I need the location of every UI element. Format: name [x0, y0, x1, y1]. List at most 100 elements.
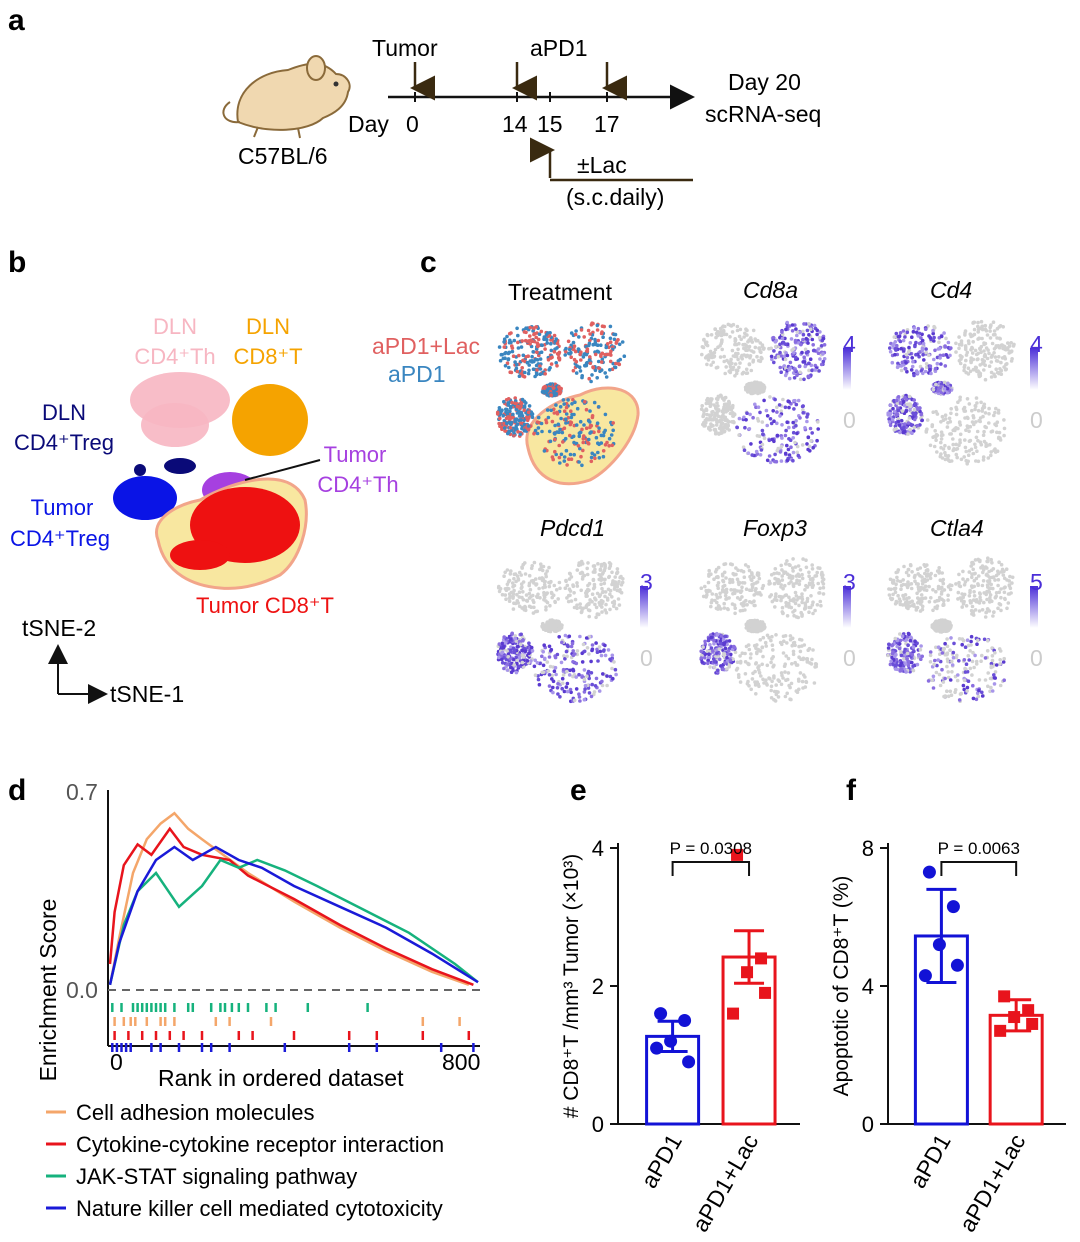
- colorbar-min: 0: [640, 645, 653, 671]
- colorbar-min: 0: [1030, 645, 1043, 671]
- data-point: [998, 990, 1011, 1003]
- panel-letter-a: a: [8, 4, 25, 37]
- panel-letter-c: c: [420, 246, 437, 279]
- panel-a: a C57BL/6 Tumor aPD1 Day 0 14 15 17 Day …: [8, 4, 821, 210]
- p-value: P = 0.0063: [938, 839, 1020, 858]
- day-label: Day: [348, 111, 389, 137]
- legend-entry: JAK-STAT signaling pathway: [76, 1164, 357, 1189]
- tum-th-pointer: [244, 459, 321, 481]
- colorbar-max: 5: [1030, 569, 1043, 595]
- x-category-label: aPD1+Lac: [687, 1130, 764, 1237]
- legend-entry: Cell adhesion molecules: [76, 1100, 314, 1125]
- gene-title: Cd4: [930, 277, 972, 303]
- data-point: [1008, 1011, 1021, 1024]
- y-tick-label: 4: [862, 974, 874, 999]
- significance-bracket: [671, 861, 751, 876]
- colorbar-min: 0: [843, 645, 856, 671]
- colorbar-max: 4: [1030, 331, 1043, 357]
- cluster-dln-cd8: [232, 384, 308, 456]
- data-point: [994, 1024, 1007, 1037]
- legend-apd1: aPD1: [388, 361, 446, 387]
- colorbar: [843, 348, 851, 390]
- gene-expression-plots: Cd8a 4 0 Cd4 4 0 Pdcd1 3 0 Foxp3 3 0 Ctla4 5 0: [496, 277, 1043, 704]
- colorbar: [1030, 348, 1038, 390]
- significance-bracket: [940, 861, 1018, 876]
- x-category-label: aPD1: [904, 1130, 955, 1193]
- gsea-hits: [111, 1003, 475, 1052]
- gene-plot-cd4: Cd4 4 0: [886, 277, 1043, 466]
- tsne1-label: tSNE-1: [110, 681, 184, 707]
- data-point: [741, 966, 754, 979]
- data-point: [650, 1041, 664, 1055]
- label-dln-treg-2: CD4⁺Treg: [14, 430, 114, 455]
- d-ylabel: Enrichment Score: [35, 899, 61, 1082]
- colorbar-min: 0: [1030, 407, 1043, 433]
- colorbar-max: 4: [843, 331, 856, 357]
- mouse-icon: [222, 55, 351, 139]
- panel-letter-b: b: [8, 246, 26, 279]
- legend-entry: Nature killer cell mediated cytotoxicity: [76, 1196, 443, 1221]
- lac-label: ±Lac: [577, 152, 627, 178]
- data-point: [678, 1014, 692, 1027]
- lac-route-label: (s.c.daily): [566, 184, 664, 210]
- data-point: [731, 848, 744, 861]
- apd1-label: aPD1: [530, 35, 588, 61]
- gsea-lines: [108, 811, 479, 986]
- data-point: [950, 958, 964, 972]
- gene-plot-pdcd1: Pdcd1 3 0: [496, 515, 653, 704]
- y-axis-label: Apoptotic of CD8⁺T (%): [830, 876, 853, 1097]
- label-tum-th-2: CD4⁺Th: [317, 472, 398, 497]
- treatment-title: Treatment: [508, 279, 613, 305]
- panel-letter-f: f: [846, 774, 857, 807]
- panel-d: d Enrichment Score 0.7 0.0 0 800 Rank in…: [8, 774, 480, 1221]
- mouse-strain-label: C57BL/6: [238, 143, 328, 169]
- label-tum-cd8: Tumor CD8⁺T: [196, 593, 334, 618]
- tsne2-label: tSNE-2: [22, 615, 96, 641]
- d-xtick-800: 800: [442, 1049, 480, 1075]
- data-point: [759, 986, 772, 999]
- label-tum-th-1: Tumor: [324, 442, 387, 467]
- colorbar: [843, 586, 851, 628]
- treatment-tsne: [495, 321, 640, 486]
- d-ytick-07: 0.7: [66, 779, 98, 805]
- d-ytick-0: 0.0: [66, 977, 98, 1003]
- gene-plot-foxp3: Foxp3 3 0: [699, 515, 856, 703]
- label-dln-cd8-1: DLN: [246, 314, 290, 339]
- colorbar: [640, 586, 648, 628]
- data-point: [932, 938, 946, 952]
- gene-title: Ctla4: [930, 515, 984, 541]
- gene-title: Foxp3: [743, 515, 807, 541]
- bar-chart-e: 0 2 4 # CD8⁺T /mm³ Tumor (×10³) aPD1 aPD1+Lac…: [560, 836, 800, 1236]
- label-tum-treg-2: CD4⁺Treg: [10, 526, 110, 551]
- gene-title: Cd8a: [743, 277, 798, 303]
- y-tick-label: 8: [862, 836, 874, 861]
- day-0: 0: [406, 111, 419, 137]
- cluster-tum-treg: [113, 476, 177, 520]
- label-dln-th-2: CD4⁺Th: [134, 344, 215, 369]
- colorbar: [1030, 586, 1038, 628]
- y-axis-label: # CD8⁺T /mm³ Tumor (×10³): [560, 854, 583, 1119]
- colorbar-max: 3: [640, 569, 653, 595]
- gene-plot-cd8a: Cd8a 4 0: [699, 277, 856, 465]
- label-dln-cd8-2: CD8⁺T: [233, 344, 302, 369]
- gsea-line-2: [108, 858, 479, 986]
- gsea-line-1: [108, 826, 474, 986]
- data-point: [918, 969, 932, 983]
- data-point: [1026, 1017, 1039, 1030]
- d-xlabel: Rank in ordered dataset: [158, 1065, 404, 1091]
- gene-plot-ctla4: Ctla4 5 0: [886, 515, 1043, 703]
- label-tum-treg-1: Tumor: [31, 495, 94, 520]
- data-point: [664, 1034, 678, 1048]
- legend-entry: Cytokine-cytokine receptor interaction: [76, 1132, 444, 1157]
- data-point: [654, 1007, 668, 1021]
- panel-b: b DLN CD4⁺Th DLN CD8⁺T DLN CD4⁺Treg Tumo…: [8, 246, 399, 707]
- panel-c: c Treatment aPD1+Lac aPD1 Cd8a40Cd440Pdc…: [372, 246, 1043, 704]
- day-14: 14: [502, 111, 528, 137]
- data-point: [922, 865, 936, 879]
- d-xtick-0: 0: [110, 1049, 123, 1075]
- data-point: [946, 900, 960, 914]
- legend-apd1-lac: aPD1+Lac: [372, 333, 480, 359]
- gsea-line-3: [108, 845, 479, 986]
- panel-e: e 0 2 4 # CD8⁺T /mm³ Tumor (×10³) aPD1 aPD1+L…: [560, 774, 800, 1236]
